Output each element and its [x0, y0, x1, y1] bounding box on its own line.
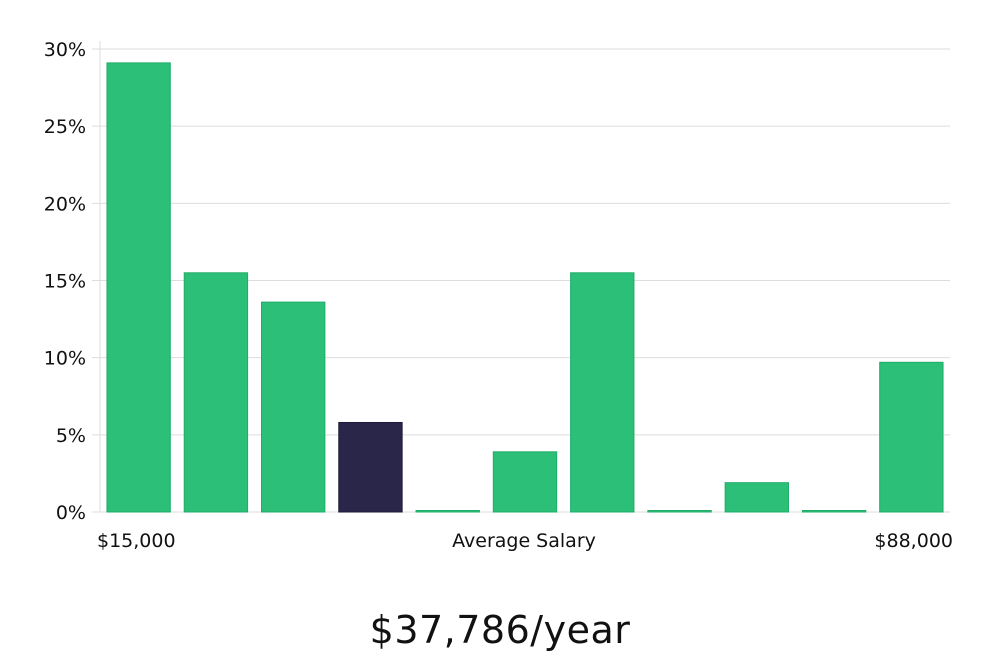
bar	[183, 272, 249, 513]
y-tick-label: 20%	[44, 193, 86, 215]
bar-highlighted	[338, 421, 403, 513]
bar	[801, 510, 867, 513]
bar	[106, 62, 171, 513]
bar	[879, 361, 944, 513]
bar	[647, 510, 712, 513]
bars	[106, 62, 944, 513]
average-salary-value: $37,786/year	[369, 608, 631, 652]
bar	[261, 301, 326, 513]
salary-histogram: 0% 5% 10% 15% 20% 25% 30% $15,000 Average Sala…	[44, 39, 953, 552]
y-tick-label: 15%	[44, 271, 86, 293]
bar	[492, 451, 558, 513]
y-tick-labels: 0% 5% 10% 15% 20% 25% 30%	[44, 39, 86, 524]
bar	[415, 510, 480, 513]
x-max-label: $88,000	[874, 530, 953, 552]
y-tick-label: 5%	[56, 425, 86, 447]
y-tick-label: 25%	[44, 116, 86, 138]
y-tick-label: 0%	[56, 502, 86, 524]
y-tick-label: 10%	[44, 348, 86, 370]
bar	[724, 482, 789, 513]
bar	[570, 272, 635, 513]
x-axis-title: Average Salary	[452, 530, 596, 552]
x-min-label: $15,000	[97, 530, 176, 552]
y-tick-label: 30%	[44, 39, 86, 61]
